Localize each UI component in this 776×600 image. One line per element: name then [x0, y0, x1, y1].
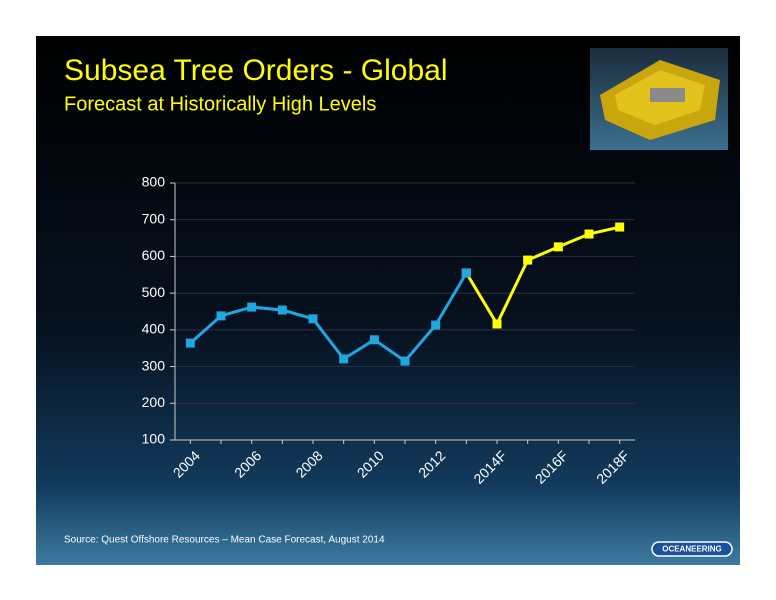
y-tick-label: 700: [142, 210, 166, 226]
y-tick-label: 400: [142, 321, 166, 337]
logo-text: OCEANEERING: [662, 545, 722, 554]
series-line: [189, 272, 468, 364]
slide-subtitle: Forecast at Historically High Levels: [64, 93, 376, 115]
data-point: [584, 229, 594, 239]
slide-title: Subsea Tree Orders - Global: [64, 54, 448, 87]
data-point: [369, 335, 379, 345]
data-point: [461, 268, 471, 278]
y-tick-label: 200: [142, 394, 166, 410]
data-point: [400, 356, 410, 366]
equipment-photo: [590, 48, 728, 150]
y-tick-label: 600: [142, 247, 166, 263]
data-point: [308, 314, 318, 324]
company-logo: OCEANEERING: [651, 541, 733, 557]
data-point: [185, 338, 195, 348]
data-point: [277, 305, 287, 315]
data-point: [339, 354, 349, 364]
series-line: [465, 225, 620, 328]
y-tick-label: 300: [142, 357, 166, 373]
data-point: [431, 320, 441, 330]
y-tick-label: 500: [142, 284, 166, 300]
data-point: [216, 311, 226, 321]
data-point: [523, 255, 533, 265]
y-tick-label: 800: [142, 174, 166, 190]
data-point: [553, 242, 563, 252]
data-point: [615, 222, 625, 232]
y-tick-label: 100: [142, 431, 166, 447]
data-point: [492, 319, 502, 329]
data-point: [247, 302, 257, 312]
source-note: Source: Quest Offshore Resources – Mean …: [64, 535, 385, 546]
